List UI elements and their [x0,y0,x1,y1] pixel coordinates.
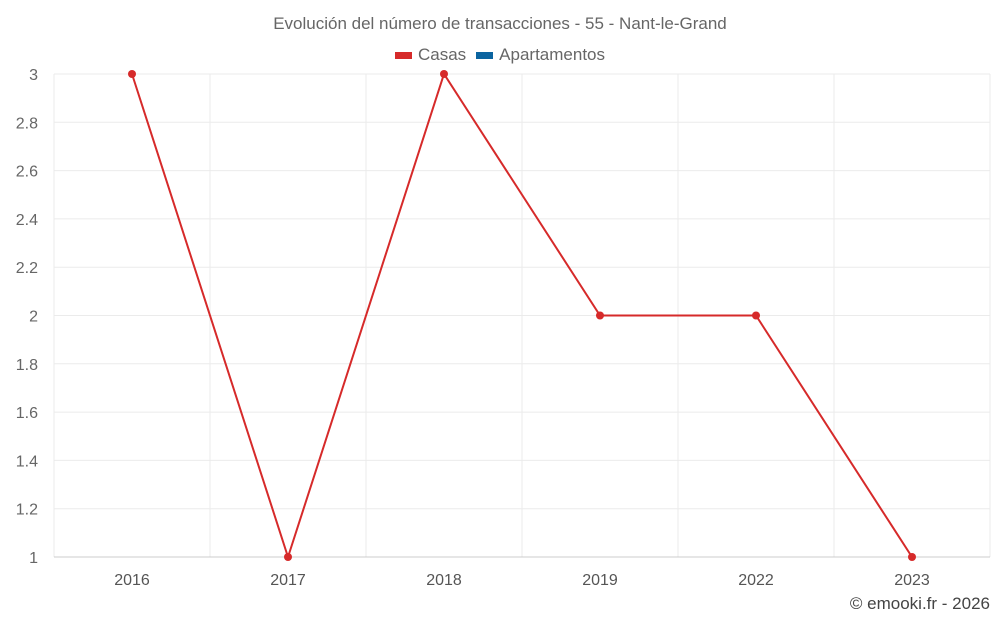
chart-title: Evolución del número de transacciones - … [273,14,727,33]
x-tick-label: 2018 [426,572,462,589]
data-point [596,311,604,320]
series-line-casas [131,71,913,561]
data-point [752,311,760,320]
x-tick-label: 2023 [894,572,930,589]
y-tick-label: 2.4 [16,212,38,229]
legend-label-casas: Casas [417,45,467,64]
legend-swatch-casas [394,51,412,59]
y-tick-label: 2.8 [16,115,38,132]
credit-text: © emooki.fr - 2026 [849,594,990,613]
data-point [128,70,136,78]
legend-swatch-apartamentos [476,51,494,59]
y-tick-label: 1.4 [16,453,38,470]
y-tick-label: 2.6 [16,164,38,181]
x-tick-label: 2017 [270,572,306,589]
data-point [908,553,916,561]
legend: Casas Apartamentos [0,45,1000,65]
y-tick-label: 1.2 [16,502,38,519]
legend-label-apartamentos: Apartamentos [499,45,606,64]
y-tick-label: 1.6 [16,405,38,422]
x-tick-label: 2019 [582,572,618,589]
x-tick-label: 2022 [738,572,774,589]
y-tick-label: 3 [29,67,38,84]
data-point [440,70,448,78]
x-tick-label: 2016 [114,572,150,589]
y-tick-label: 1.8 [16,357,38,374]
data-point [284,553,292,561]
legend-item-apartamentos[interactable]: Apartamentos [476,45,605,65]
legend-item-casas[interactable]: Casas [394,45,467,65]
y-tick-label: 2.2 [16,260,38,277]
y-tick-label: 2 [29,309,38,326]
y-tick-label: 1 [29,550,38,567]
